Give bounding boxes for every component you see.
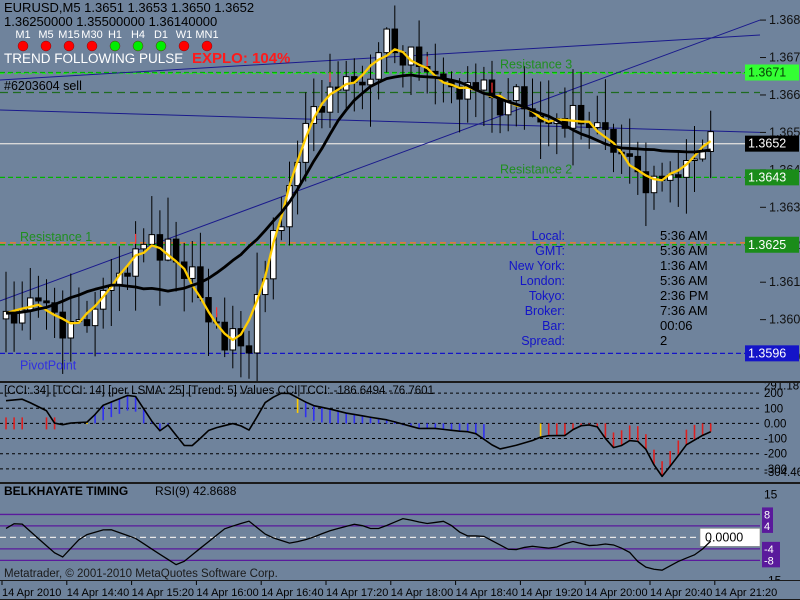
svg-text:Broker:: Broker: <box>525 304 565 318</box>
svg-text:EURUSD,M5 1.3651 1.3653 1.365: EURUSD,M5 1.3651 1.3653 1.3650 1.3652 <box>4 0 254 15</box>
svg-text:1:36 AM: 1:36 AM <box>660 258 708 273</box>
svg-text:D1: D1 <box>154 29 168 41</box>
svg-text:PivotPoint: PivotPoint <box>20 358 77 372</box>
svg-text:New York:: New York: <box>509 259 565 273</box>
svg-text:14 Apr 16:00: 14 Apr 16:00 <box>196 587 258 599</box>
svg-text:H1: H1 <box>108 29 122 41</box>
svg-text:14 Apr 14:40: 14 Apr 14:40 <box>67 587 129 599</box>
svg-text:1.3665: 1.3665 <box>769 88 800 102</box>
svg-text:Metatrader, © 2001-2010 MetaQu: Metatrader, © 2001-2010 MetaQuotes Softw… <box>4 568 278 580</box>
svg-text:14 Apr 20:40: 14 Apr 20:40 <box>650 587 712 599</box>
svg-text:14 Apr 17:20: 14 Apr 17:20 <box>326 587 388 599</box>
svg-text:5:36 AM: 5:36 AM <box>660 243 708 258</box>
svg-text:-200: -200 <box>764 449 787 461</box>
svg-text:W1: W1 <box>176 29 193 41</box>
svg-text:4: 4 <box>764 521 770 533</box>
svg-text:TREND FOLLOWING PULSE: TREND FOLLOWING PULSE <box>4 51 183 66</box>
svg-text:100: 100 <box>764 403 783 415</box>
svg-text:-8: -8 <box>764 555 774 567</box>
svg-text:-15: -15 <box>764 573 782 581</box>
svg-text:14 Apr 15:20: 14 Apr 15:20 <box>132 587 194 599</box>
svg-text:M5: M5 <box>38 29 53 41</box>
svg-text:BELKHAYATE TIMING: BELKHAYATE TIMING <box>4 484 128 498</box>
svg-text:M30: M30 <box>81 29 102 41</box>
svg-text:14 Apr 16:40: 14 Apr 16:40 <box>261 587 323 599</box>
svg-text:Local:: Local: <box>532 229 565 243</box>
svg-text:-304.467: -304.467 <box>764 467 800 479</box>
svg-text:2: 2 <box>660 333 667 348</box>
svg-text:Resistance 3: Resistance 3 <box>500 58 572 72</box>
svg-text:1.3685: 1.3685 <box>769 13 800 27</box>
svg-text:GMT:: GMT: <box>535 244 565 258</box>
svg-text:1.3635: 1.3635 <box>769 200 800 214</box>
svg-text:291.1871: 291.1871 <box>764 383 800 393</box>
svg-text:0.00: 0.00 <box>764 418 786 430</box>
svg-text:RSI(9) 42.8688: RSI(9) 42.8688 <box>155 484 237 498</box>
svg-text:M1: M1 <box>15 29 30 41</box>
svg-text:Bar:: Bar: <box>542 319 565 333</box>
svg-text:H4: H4 <box>131 29 145 41</box>
svg-text:14 Apr 18:40: 14 Apr 18:40 <box>456 587 518 599</box>
svg-text:Spread:: Spread: <box>521 334 565 348</box>
svg-text:1.3643: 1.3643 <box>748 170 786 184</box>
svg-text:#6203604 sell: #6203604 sell <box>4 79 82 93</box>
svg-text:EXPLO: 104%: EXPLO: 104% <box>192 50 290 67</box>
svg-text:1.3671: 1.3671 <box>748 66 786 80</box>
svg-text:Resistance 1: Resistance 1 <box>20 230 92 244</box>
svg-text:15: 15 <box>764 487 778 501</box>
svg-text:5:36 AM: 5:36 AM <box>660 273 708 288</box>
svg-text:14 Apr 18:00: 14 Apr 18:00 <box>391 587 453 599</box>
svg-text:14 Apr 19:20: 14 Apr 19:20 <box>520 587 582 599</box>
svg-text:0.0000: 0.0000 <box>705 530 743 544</box>
svg-text:1.3605: 1.3605 <box>769 313 800 327</box>
svg-text:[CCI: 34] [TCCI: 14] [per LSMA: [CCI: 34] [TCCI: 14] [per LSMA: 25] [Tre… <box>4 385 434 397</box>
svg-text:1.36250000 1.35500000 1.361400: 1.36250000 1.35500000 1.36140000 <box>4 14 217 29</box>
svg-text:1.3615: 1.3615 <box>769 275 800 289</box>
svg-text:1.3652: 1.3652 <box>748 137 786 151</box>
svg-text:1.3675: 1.3675 <box>769 51 800 65</box>
svg-text:-100: -100 <box>764 434 787 446</box>
svg-text:Resistance 2: Resistance 2 <box>500 162 572 176</box>
svg-text:M15: M15 <box>58 29 79 41</box>
svg-text:London:: London: <box>520 274 565 288</box>
svg-text:MN1: MN1 <box>195 29 218 41</box>
svg-text:14 Apr 20:00: 14 Apr 20:00 <box>585 587 647 599</box>
svg-text:00:06: 00:06 <box>660 318 693 333</box>
svg-text:1.3625: 1.3625 <box>748 238 786 252</box>
svg-text:1.3596: 1.3596 <box>748 346 786 360</box>
svg-text:7:36 AM: 7:36 AM <box>660 303 708 318</box>
svg-text:14 Apr 2010: 14 Apr 2010 <box>2 587 61 599</box>
svg-text:2:36 PM: 2:36 PM <box>660 288 708 303</box>
svg-text:14 Apr 21:20: 14 Apr 21:20 <box>715 587 777 599</box>
svg-text:Tokyo:: Tokyo: <box>529 289 565 303</box>
svg-text:5:36 AM: 5:36 AM <box>660 228 708 243</box>
